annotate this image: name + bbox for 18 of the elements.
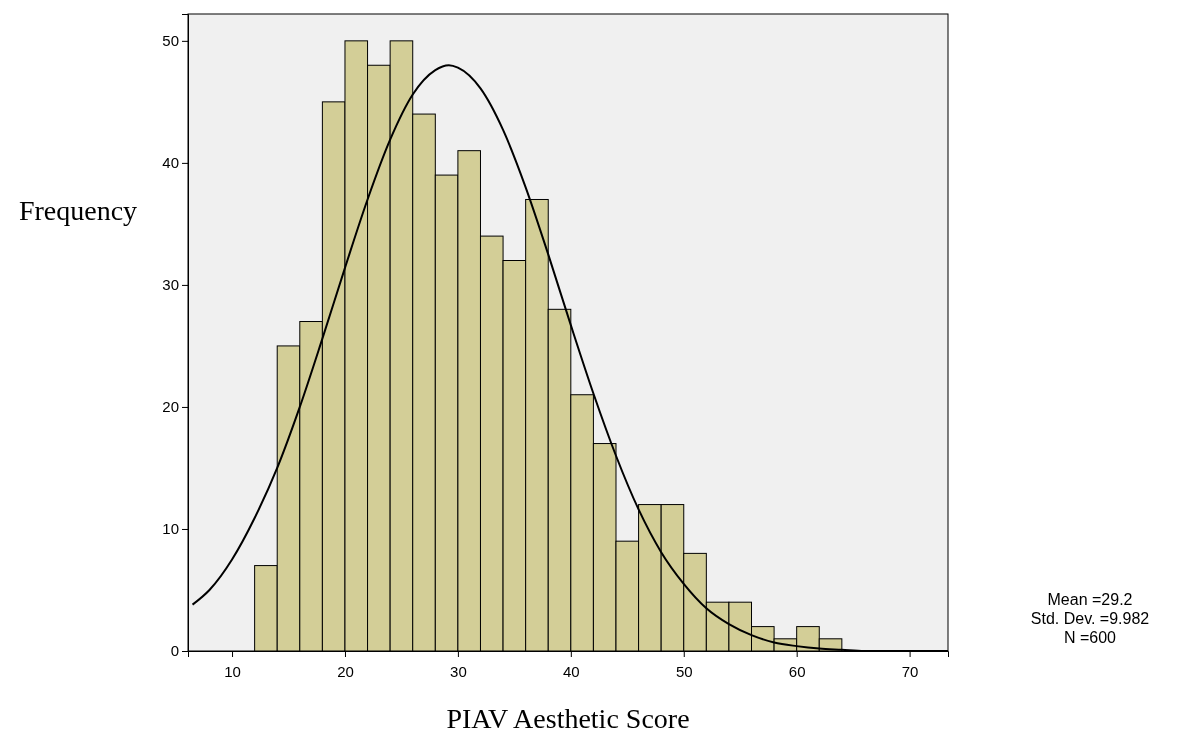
x-tick-label: 30 (450, 662, 467, 680)
x-tick-label: 40 (562, 662, 580, 680)
text: N =600 (1063, 629, 1117, 646)
x-tick-label: 20 (337, 662, 354, 680)
x-tick-label: 60 (788, 662, 806, 680)
y-tick-label: 0 (170, 642, 179, 660)
text: Std. Dev. =9.982 (1030, 610, 1150, 627)
y-tick-label: 20 (162, 398, 179, 416)
x-tick-label: 50 (675, 662, 693, 680)
y-tick-label: 50 (162, 32, 179, 50)
y-axis-title: Frequency (18, 195, 138, 226)
x-tick-label: 10 (224, 662, 241, 680)
y-tick-label: 10 (162, 520, 179, 538)
y-tick-label: 40 (162, 154, 179, 172)
text: Mean =29.2 (1047, 591, 1133, 608)
x-tick-label: 70 (901, 662, 919, 680)
x-axis-title: PIAV Aesthetic Score (446, 703, 690, 734)
y-tick-label: 30 (162, 276, 179, 294)
